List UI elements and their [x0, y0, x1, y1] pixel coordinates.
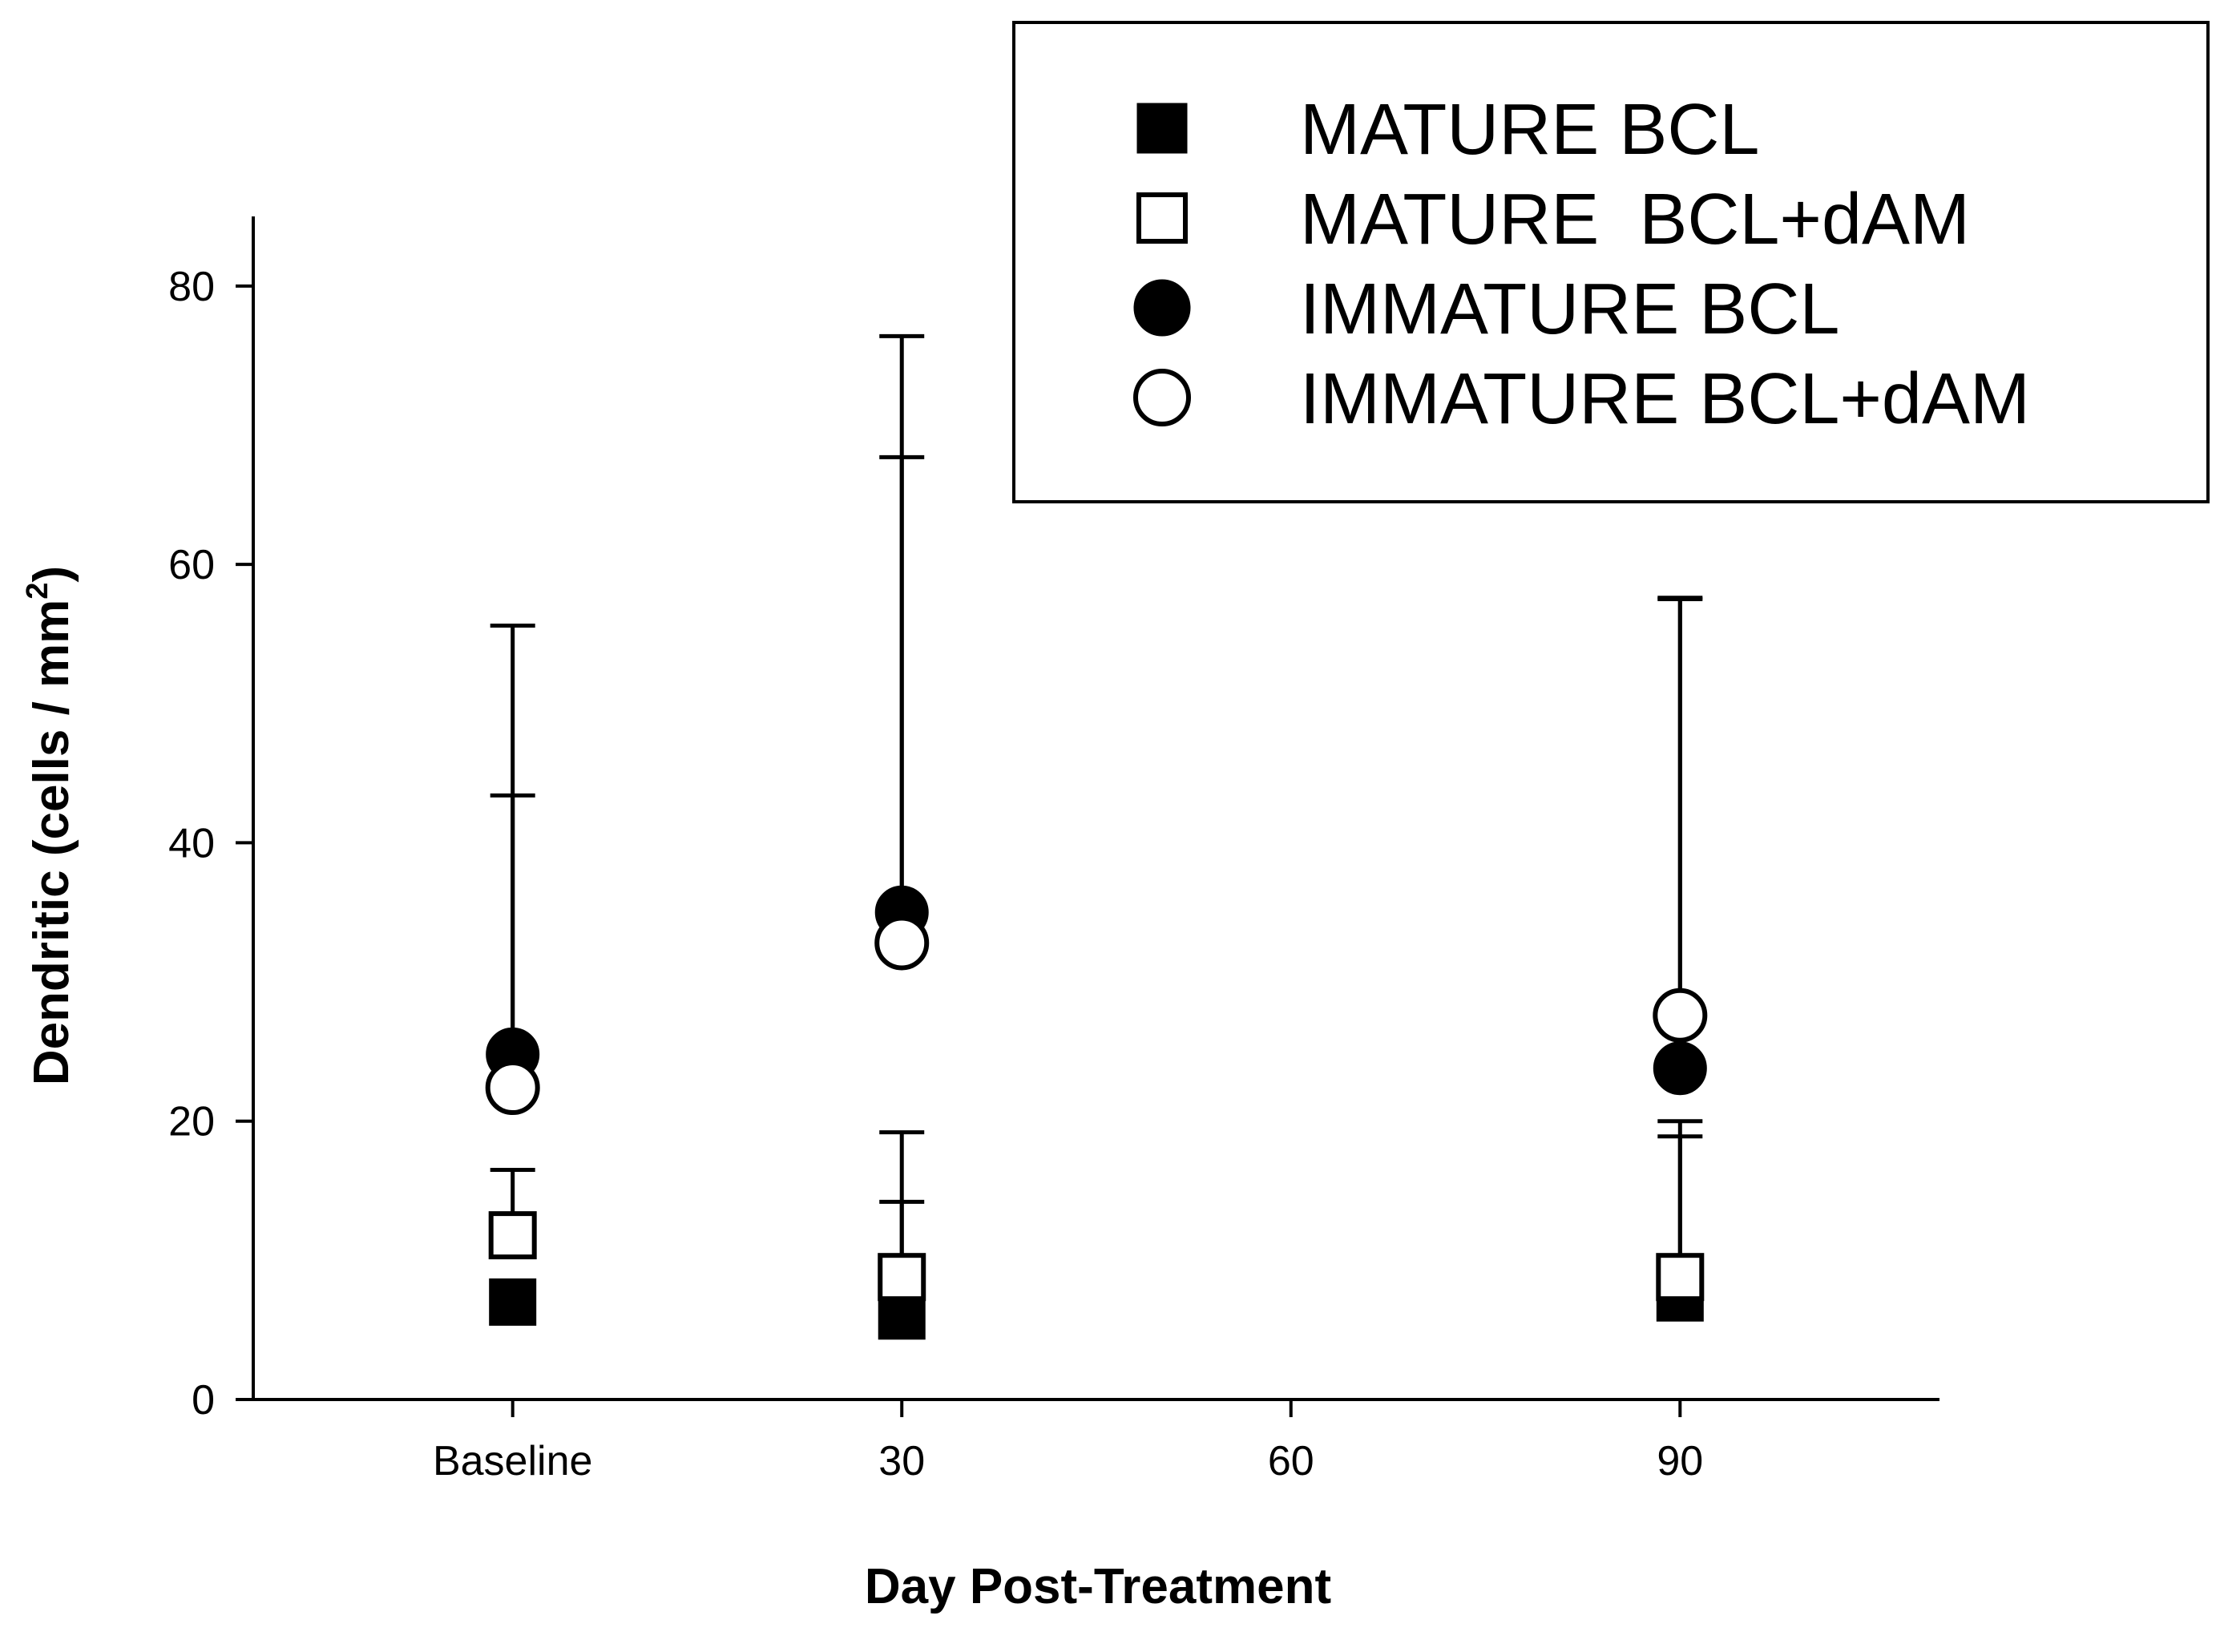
x-tick-label: Baseline — [433, 1438, 592, 1484]
x-axis-title: Day Post-Treatment — [865, 1559, 1331, 1614]
legend-label-mature-bcl-dam: MATURE BCL+dAM — [1300, 180, 1970, 260]
point-immature-bcl-dam — [1653, 988, 1708, 1043]
x-tick-label: 30 — [878, 1438, 925, 1484]
point-mature-bcl-dam — [878, 1253, 926, 1302]
legend-box — [1012, 21, 2210, 503]
axes: 0 20 40 60 80 Baseline 30 60 90 — [168, 216, 1939, 1484]
y-axis-title-close: ) — [24, 566, 79, 583]
x-tick-label: 60 — [1268, 1438, 1314, 1484]
point-immature-bcl-dam — [874, 915, 930, 971]
y-tick-label: 0 — [192, 1377, 215, 1424]
y-tick-label: 40 — [168, 820, 215, 866]
point-immature-bcl — [1653, 1041, 1707, 1096]
legend-label-mature-bcl: MATURE BCL — [1300, 90, 1759, 170]
y-axis-title-main: Dendritic (cells / mm — [24, 600, 79, 1085]
y-tick-label: 20 — [168, 1099, 215, 1145]
point-mature-bcl — [489, 1278, 537, 1326]
y-axis-title-group: Dendritic (cells / mm2) — [21, 566, 79, 1085]
legend-marker-mature-bcl — [1136, 103, 1188, 154]
point-immature-bcl-dam — [485, 1060, 540, 1116]
point-mature-bcl-dam — [488, 1211, 537, 1260]
legend-marker-mature-bcl-dam — [1136, 192, 1188, 244]
legend-items: MATURE BCL MATURE BCL+dAM IMMATURE BCL IMMA… — [1133, 90, 2030, 439]
y-axis-title-superscript: 2 — [21, 583, 54, 600]
y-tick-label: 80 — [168, 264, 215, 310]
legend-marker-immature-bcl — [1133, 279, 1191, 337]
data-markers — [485, 885, 1708, 1340]
point-mature-bcl — [878, 1292, 926, 1340]
legend-label-immature-bcl-dam: IMMATURE BCL+dAM — [1300, 359, 2030, 439]
legend-label-immature-bcl: IMMATURE BCL — [1300, 269, 1839, 349]
y-axis-title: Dendritic (cells / mm2) — [21, 566, 79, 1085]
point-mature-bcl-dam — [1656, 1253, 1705, 1302]
legend: MATURE BCL MATURE BCL+dAM IMMATURE BCL IMMA… — [1012, 21, 2210, 503]
legend-marker-immature-bcl-dam — [1133, 369, 1191, 426]
x-tick-label: 90 — [1657, 1438, 1703, 1484]
error-bars — [490, 333, 1703, 1316]
y-tick-label: 60 — [168, 542, 215, 588]
